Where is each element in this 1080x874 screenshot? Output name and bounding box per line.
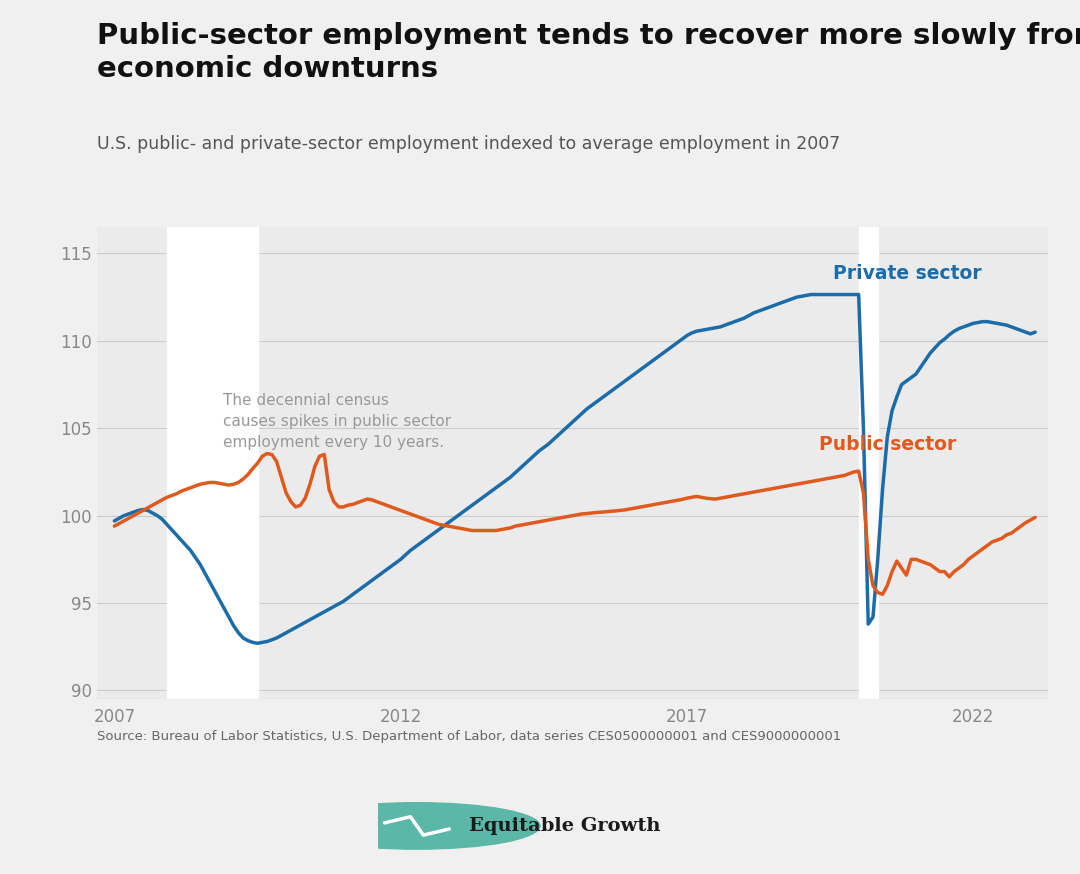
Bar: [167, 227, 257, 699]
Text: U.S. public- and private-sector employment indexed to average employment in 2007: U.S. public- and private-sector employme…: [97, 135, 840, 154]
Text: Source: Bureau of Labor Statistics, U.S. Department of Labor, data series CES050: Source: Bureau of Labor Statistics, U.S.…: [97, 730, 841, 743]
Text: Public sector: Public sector: [819, 435, 956, 454]
Bar: [859, 227, 878, 699]
Text: Equitable Growth: Equitable Growth: [469, 817, 660, 835]
Text: The decennial census
causes spikes in public sector
employment every 10 years.: The decennial census causes spikes in pu…: [224, 393, 451, 450]
Text: Public-sector employment tends to recover more slowly from
economic downturns: Public-sector employment tends to recove…: [97, 22, 1080, 83]
Circle shape: [294, 802, 540, 850]
Text: Private sector: Private sector: [833, 264, 982, 283]
